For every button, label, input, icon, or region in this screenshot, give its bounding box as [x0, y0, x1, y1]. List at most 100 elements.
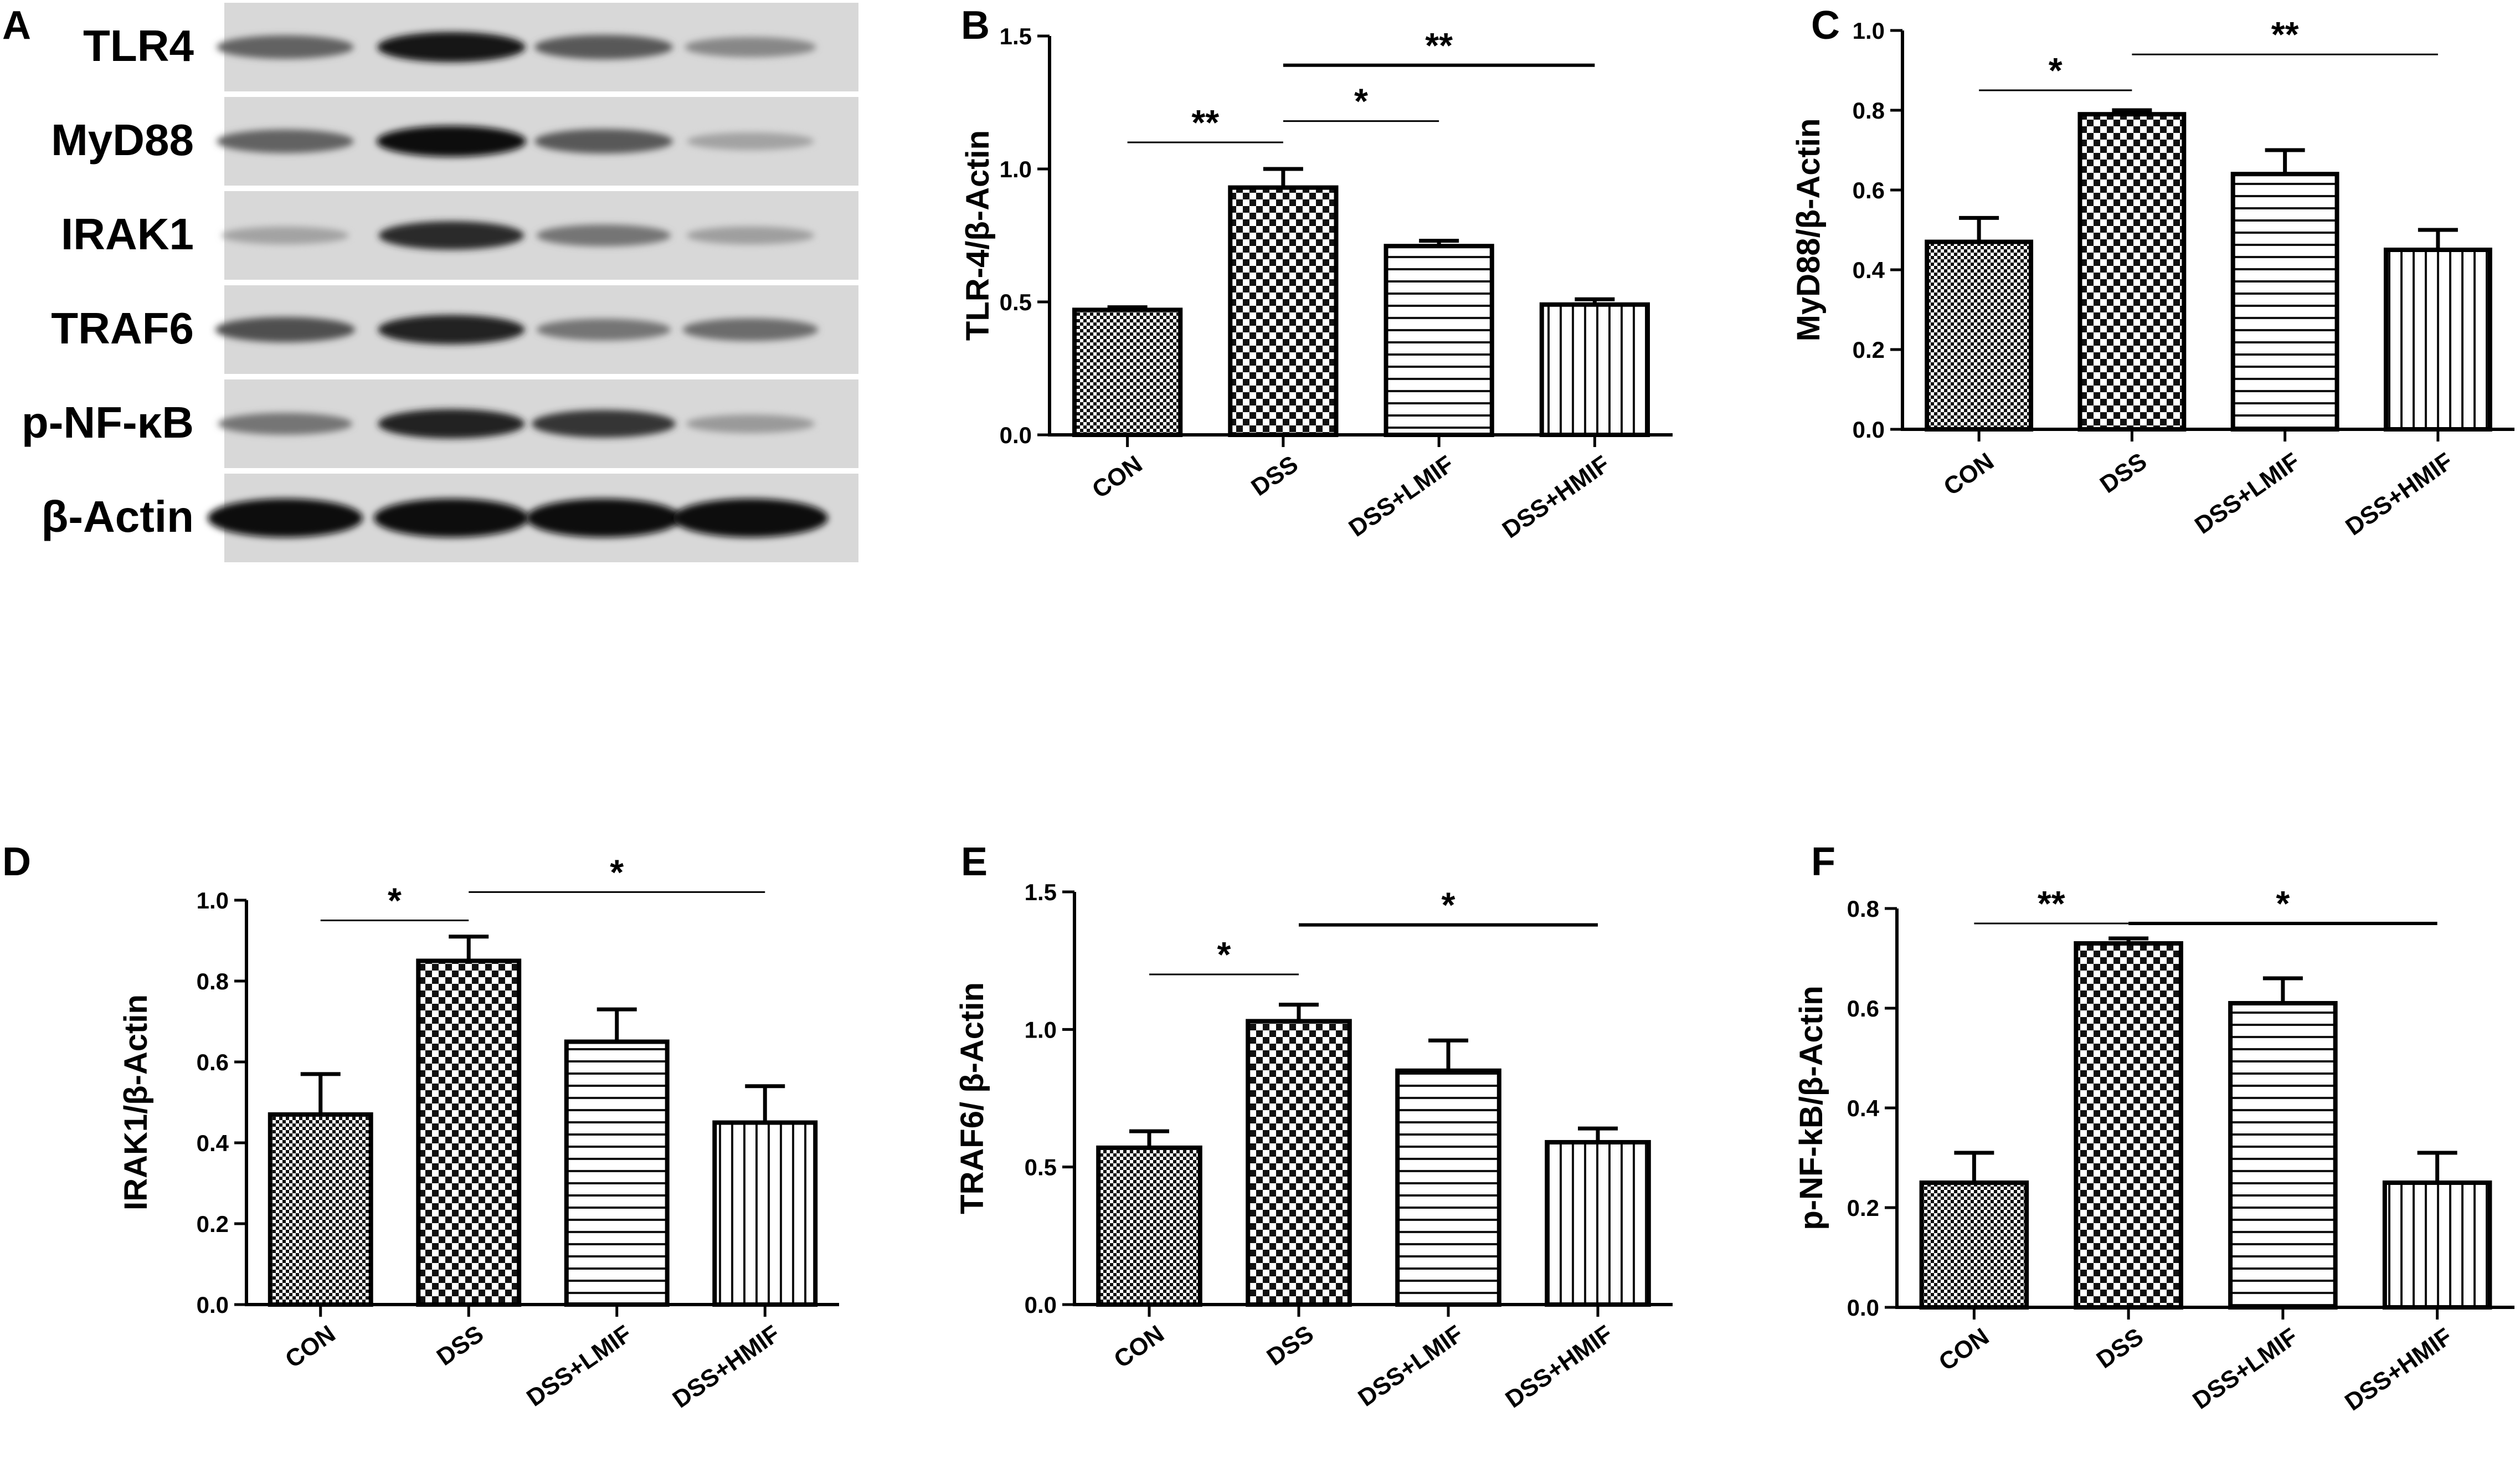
y-tick-label: 0.2 — [1853, 337, 1885, 363]
x-tick-label: DSS — [2095, 448, 2152, 499]
blot-row-irak1: IRAK1 — [61, 191, 858, 280]
y-axis-label: TRAF6/ β-Actin — [954, 982, 990, 1214]
y-tick-label: 0.8 — [197, 968, 229, 994]
x-tick-label: DSS+LMIF — [522, 1320, 636, 1412]
blot-band — [374, 499, 529, 537]
y-tick-label: 0.0 — [1853, 417, 1885, 443]
bar-chart-b: B TLR-4/β-Actin 0.0 0.5 1.0 1.5 CON DSS DSS+LMIF… — [960, 3, 1673, 544]
significance-label: * — [1354, 81, 1368, 121]
y-tick-label: 0.6 — [197, 1049, 229, 1075]
x-tick-label: DSS+LMIF — [1344, 450, 1459, 542]
y-tick-label: 0.0 — [1000, 422, 1032, 448]
y-tick-label: 0.5 — [1000, 289, 1032, 315]
y-tick-label: 0.4 — [1853, 257, 1885, 283]
x-tick-label: DSS+HMIF — [2340, 1323, 2457, 1416]
bar-chart-f: Fp-NF-kB/β-Actin 0.0 0.2 0.4 0.6 0.8 CON DSS DSS… — [1793, 840, 2514, 1416]
panel-letter: F — [1811, 840, 1835, 884]
bar-dss-lmif — [1395, 1068, 1501, 1307]
blot-row-myd88: MyD88 — [51, 97, 858, 186]
blot-band — [536, 224, 671, 247]
blot-band — [534, 35, 673, 59]
x-tick-label: DSS+HMIF — [668, 1320, 785, 1413]
panel-letter-a: A — [2, 3, 31, 48]
blot-band — [217, 35, 354, 59]
y-tick-label: 0.5 — [1025, 1154, 1057, 1180]
blot-band — [532, 410, 676, 438]
bar-dss-lmif — [564, 1039, 670, 1307]
blot-band — [378, 409, 525, 439]
bar-chart-d: D IRAK1/β-Actin 0.0 0.2 0.4 0.6 0.8 1.0 CON DSS DS… — [2, 840, 839, 1414]
y-tick-label: 1.0 — [1000, 156, 1032, 182]
blot-band — [686, 414, 815, 433]
blot-band — [534, 129, 673, 153]
bar-chart-e: E TRAF6/ β-Actin 0.0 0.5 1.0 1.5 CON DSS DSS+LMI… — [954, 840, 1673, 1414]
blot-band — [378, 315, 525, 345]
y-tick-label: 0.8 — [1853, 97, 1885, 124]
blot-label: β-Actin — [42, 492, 194, 541]
x-tick-label: DSS+LMIF — [2190, 448, 2305, 540]
y-axis-label: p-NF-kB/β-Actin — [1793, 985, 1829, 1230]
blot-band — [208, 499, 363, 537]
y-tick-label: 0.2 — [197, 1211, 229, 1237]
bar-dss-lmif — [1384, 244, 1494, 437]
blot-band — [377, 126, 526, 157]
x-tick-label: CON — [1934, 1323, 1994, 1376]
y-tick-label: 1.0 — [1853, 18, 1885, 44]
y-axis-label: IRAK1/β-Actin — [118, 994, 154, 1210]
blot-band — [217, 129, 354, 153]
y-tick-label: 0.8 — [1847, 896, 1879, 922]
blot-band — [685, 37, 816, 58]
y-tick-label: 1.0 — [1025, 1017, 1057, 1043]
y-tick-label: 0.4 — [1847, 1095, 1880, 1121]
y-tick-label: 0.0 — [1025, 1292, 1057, 1318]
bar-dss-hmif — [2383, 248, 2492, 432]
y-tick-label: 0.4 — [197, 1130, 229, 1156]
y-tick-label: 0.6 — [1853, 177, 1885, 203]
x-tick-label: DSS+HMIF — [2341, 448, 2457, 541]
western-blot-panel: A TLR4 MyD88 IRAK1 TRAF6 p-NF-κB β-Actin — [2, 3, 858, 562]
blot-label: IRAK1 — [61, 209, 194, 259]
bar-dss-hmif — [1545, 1139, 1651, 1307]
blot-label: p-NF-κB — [22, 398, 194, 447]
blot-label: TRAF6 — [51, 304, 194, 353]
bar-con — [268, 1112, 373, 1307]
blot-band — [687, 132, 814, 150]
significance-label: ** — [1191, 102, 1219, 142]
bar-dss-hmif — [2382, 1180, 2492, 1310]
panel-letter: D — [2, 840, 31, 884]
blot-band — [378, 221, 524, 250]
x-tick-label: CON — [1109, 1320, 1169, 1373]
significance-label: * — [1442, 885, 1456, 925]
bar-dss — [2074, 941, 2183, 1310]
bar-con — [1072, 307, 1183, 438]
blot-band — [215, 317, 356, 342]
blot-band — [218, 413, 353, 435]
x-tick-label: DSS — [1246, 450, 1303, 501]
y-axis-label: TLR-4/β-Actin — [960, 130, 996, 341]
significance-label: * — [2049, 50, 2063, 90]
bar-dss — [1228, 185, 1339, 437]
panel-letter: B — [961, 3, 990, 48]
y-tick-label: 0.0 — [1847, 1295, 1879, 1321]
bar-dss — [1246, 1019, 1352, 1307]
panel-letter: E — [961, 840, 988, 884]
x-tick-label: DSS — [2092, 1323, 2148, 1374]
blot-band — [222, 227, 349, 244]
bar-dss-hmif — [712, 1120, 818, 1307]
x-tick-label: CON — [280, 1320, 340, 1373]
y-axis-label: MyD88/β-Actin — [1791, 119, 1827, 342]
x-tick-label: DSS+HMIF — [1498, 450, 1614, 543]
bar-dss-hmif — [1539, 302, 1650, 437]
x-tick-label: DSS+HMIF — [1500, 1320, 1617, 1413]
bar-dss-lmif — [2228, 1001, 2338, 1310]
blot-row-actin: β-Actin — [42, 474, 858, 562]
y-tick-label: 0.6 — [1847, 995, 1879, 1021]
x-tick-label: DSS — [1262, 1320, 1319, 1371]
blot-band — [536, 319, 671, 341]
significance-label: ** — [1425, 25, 1453, 65]
bar-dss — [416, 958, 522, 1307]
significance-label: * — [2276, 884, 2290, 923]
x-tick-label: DSS+LMIF — [2188, 1323, 2302, 1415]
y-tick-label: 0.0 — [197, 1292, 229, 1318]
